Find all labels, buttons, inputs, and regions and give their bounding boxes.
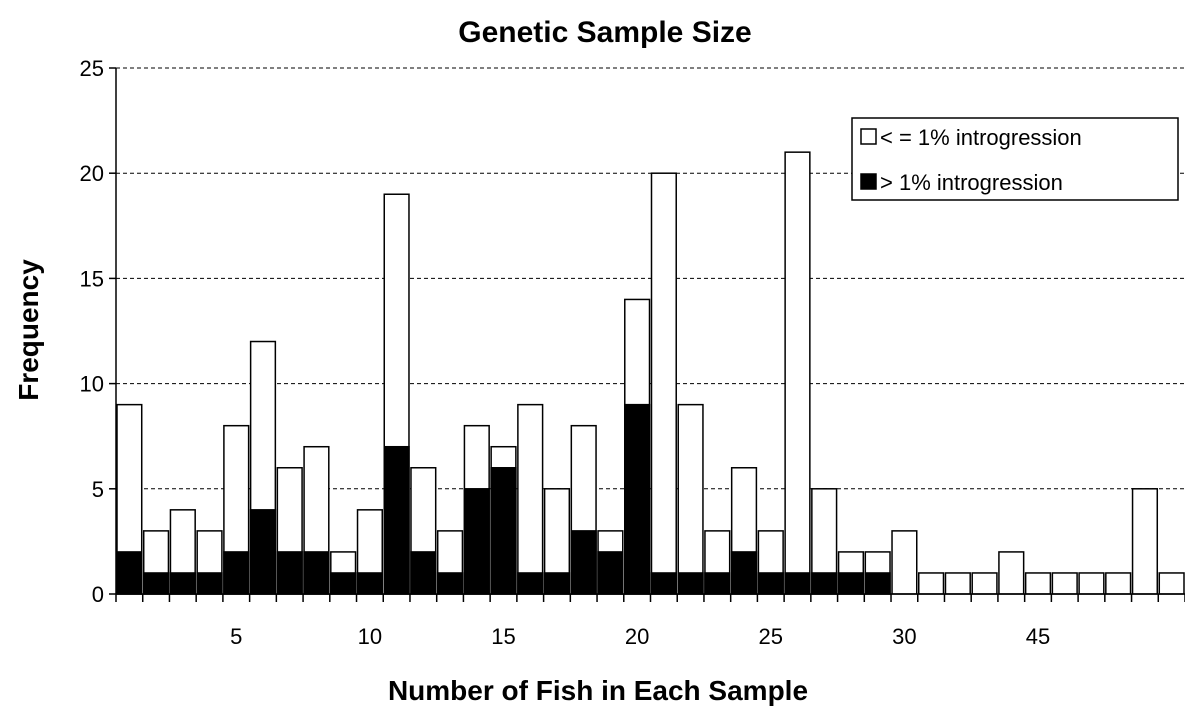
- bar-introgression: [837, 572, 865, 595]
- bar-introgression: [303, 551, 330, 595]
- bar-introgression: [116, 551, 143, 595]
- bar-introgression: [864, 572, 891, 595]
- legend-label-white: < = 1% introgression: [880, 125, 1082, 150]
- y-tick-label: 20: [80, 161, 104, 186]
- x-tick-label: 15: [491, 624, 515, 649]
- bar-introgression: [356, 572, 383, 595]
- x-tick-label: 25: [759, 624, 783, 649]
- bar-introgression: [730, 551, 758, 595]
- bar-total: [891, 530, 918, 595]
- bar-introgression: [276, 551, 303, 595]
- bar-introgression: [223, 551, 250, 595]
- chart-title: Genetic Sample Size: [458, 16, 751, 49]
- bar-introgression: [757, 572, 784, 595]
- bar-total: [998, 551, 1025, 595]
- bar-introgression: [436, 572, 464, 595]
- bars: [116, 151, 1185, 595]
- bar-total: [1131, 488, 1159, 595]
- bar-total: [650, 172, 677, 595]
- x-tick-label: 10: [358, 624, 382, 649]
- y-tick-label: 0: [92, 582, 104, 607]
- bar-introgression: [677, 572, 704, 595]
- bar-introgression: [383, 445, 410, 595]
- bar-introgression: [330, 572, 357, 595]
- bar-total: [1158, 572, 1185, 595]
- bar-introgression: [570, 530, 597, 595]
- legend-swatch-white: [860, 128, 877, 145]
- y-tick-label: 25: [80, 56, 104, 81]
- bar-introgression: [784, 572, 811, 595]
- legend-swatch-black: [860, 173, 877, 190]
- bar-total: [784, 151, 811, 595]
- bar-introgression: [650, 572, 677, 595]
- bar-introgression: [463, 488, 490, 595]
- x-tick-label: 30: [892, 624, 916, 649]
- bar-introgression: [704, 572, 731, 595]
- y-ticks: 0 5 10 15 20 25: [80, 56, 116, 607]
- x-tick-label: 20: [625, 624, 649, 649]
- bar-total: [944, 572, 971, 595]
- bar-total: [517, 403, 544, 595]
- y-tick-label: 10: [80, 372, 104, 397]
- bar-total: [677, 403, 704, 595]
- y-axis-label: Frequency: [13, 259, 44, 401]
- bar-introgression: [624, 403, 651, 595]
- y-tick-label: 5: [92, 477, 104, 502]
- bar-introgression: [543, 572, 571, 595]
- bar-total: [971, 572, 998, 595]
- bar-introgression: [811, 572, 838, 595]
- bar-introgression: [597, 551, 624, 595]
- bar-total: [1105, 572, 1132, 595]
- bar-total: [1051, 572, 1078, 595]
- bar-introgression: [517, 572, 544, 595]
- bar-total: [1078, 572, 1105, 595]
- legend-label-black: > 1% introgression: [880, 170, 1063, 195]
- bar-introgression: [490, 467, 517, 595]
- bar-total: [1024, 572, 1052, 595]
- bar-introgression: [142, 572, 170, 595]
- legend-box: [851, 117, 1179, 201]
- bar-introgression: [410, 551, 437, 595]
- bar-introgression: [169, 572, 196, 595]
- y-tick-label: 15: [80, 266, 104, 291]
- bar-total: [918, 572, 945, 595]
- bar-introgression: [196, 572, 223, 595]
- x-axis-label: Number of Fish in Each Sample: [388, 675, 808, 706]
- x-ticks: 5 10 15 20 25 30 45: [115, 594, 1185, 649]
- legend: < = 1% introgression > 1% introgression: [851, 117, 1179, 201]
- x-tick-label: 5: [230, 624, 242, 649]
- x-tick-label: 45: [1026, 624, 1050, 649]
- bar-introgression: [249, 509, 277, 595]
